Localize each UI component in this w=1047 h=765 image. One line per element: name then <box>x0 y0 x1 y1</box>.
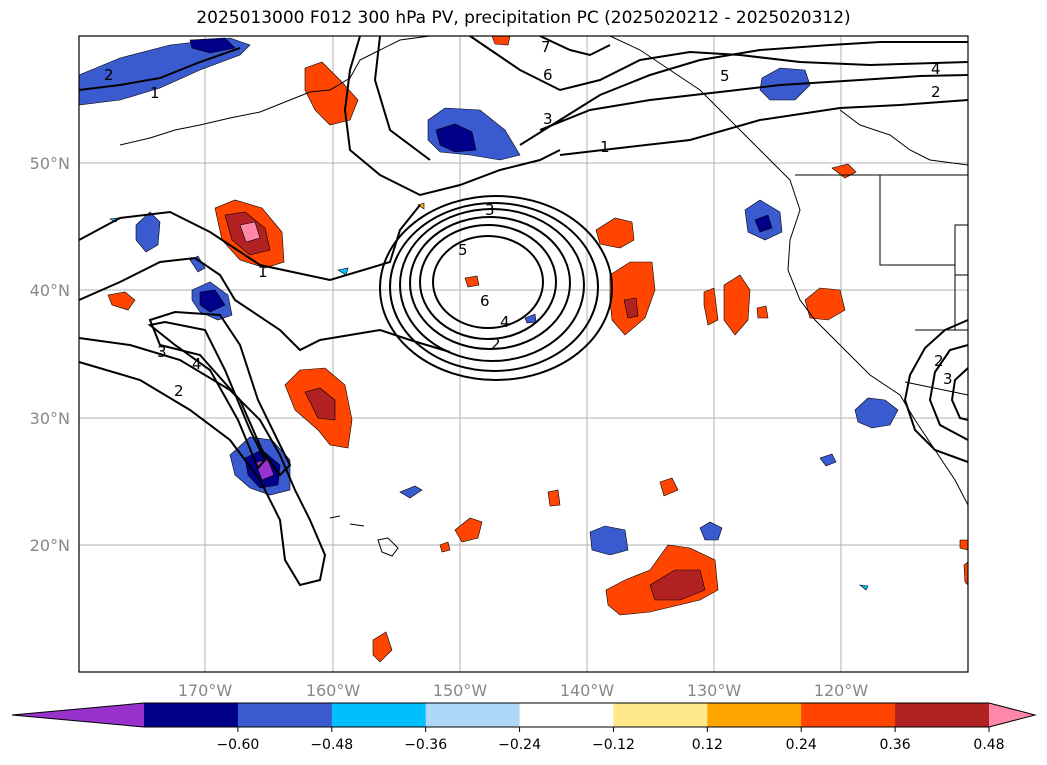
colorbar-outline <box>11 702 1037 728</box>
lon-label: 160°W <box>306 681 361 700</box>
colorbar-swatch <box>519 703 614 727</box>
contour-label: 2 <box>491 335 501 353</box>
colorbar-tick-label: −0.24 <box>498 737 541 753</box>
contour-label: 5 <box>720 67 730 85</box>
colorbar-swatch <box>613 703 708 727</box>
contour-label: 3 <box>485 201 495 219</box>
coastlines <box>119 35 969 557</box>
colorbar-tick-label: 0.36 <box>880 737 911 753</box>
precip-negative-shading <box>78 37 899 591</box>
colorbar-tick-label: −0.60 <box>216 737 259 753</box>
precip-positive-shading <box>107 35 969 663</box>
contour-label: 1 <box>600 138 610 156</box>
lat-label: 20°N <box>30 536 70 555</box>
map-title: 2025013000 F012 300 hPa PV, precipitatio… <box>196 8 851 28</box>
lon-label: 120°W <box>814 681 869 700</box>
lon-label: 140°W <box>560 681 615 700</box>
contour-label: 2 <box>104 66 114 84</box>
contour-label: 1 <box>258 263 268 281</box>
contour-label: 4 <box>500 313 510 331</box>
colorbar-extend-high <box>989 703 1035 727</box>
colorbar: −0.60 −0.48 −0.36 −0.24 −0.12 0.12 0.24 0.36 0.4… <box>11 702 1037 753</box>
colorbar-tick-label: −0.48 <box>310 737 353 753</box>
colorbar-extend-low <box>12 703 144 727</box>
lat-label: 40°N <box>30 281 70 300</box>
colorbar-tick-label: −0.36 <box>404 737 447 753</box>
contour-label: 2 <box>931 83 941 101</box>
contour-label: 6 <box>543 66 553 84</box>
colorbar-swatch <box>331 703 427 727</box>
contour-labels: 2 1 7 6 5 4 2 3 1 3 5 6 4 2 1 3 4 2 2 3 <box>104 38 953 400</box>
latitude-labels: 50°N 40°N 30°N 20°N <box>30 154 70 555</box>
colorbar-tick-label: 0.12 <box>692 737 723 753</box>
contour-label: 3 <box>543 110 553 128</box>
lon-label: 170°W <box>178 681 233 700</box>
contour-label: 2 <box>174 382 184 400</box>
contour-label: 4 <box>931 60 941 78</box>
colorbar-tick-label: 0.48 <box>973 737 1004 753</box>
colorbar-swatch <box>144 703 239 727</box>
plot-frame <box>78 35 969 673</box>
contour-label: 6 <box>480 292 490 310</box>
colorbar-swatch <box>425 703 521 727</box>
colorbar-tick-label: 0.24 <box>786 737 817 753</box>
plot-area: 2 1 7 6 5 4 2 3 1 3 5 6 4 2 1 3 4 2 2 3 <box>78 35 969 673</box>
contour-label: 7 <box>541 38 551 56</box>
contour-label: 3 <box>157 343 167 361</box>
colorbar-swatch <box>801 703 896 727</box>
contour-label: 5 <box>458 241 468 259</box>
contour-label: 1 <box>150 84 160 102</box>
lat-label: 50°N <box>30 154 70 173</box>
colorbar-swatch <box>707 703 802 727</box>
colorbar-swatch <box>895 703 990 727</box>
lat-label: 30°N <box>30 409 70 428</box>
contour-label: 3 <box>943 370 953 388</box>
colorbar-swatch <box>237 703 333 727</box>
lon-label: 150°W <box>433 681 488 700</box>
longitude-labels: 170°W 160°W 150°W 140°W 130°W 120°W <box>178 681 869 700</box>
lon-label: 130°W <box>687 681 742 700</box>
colorbar-tick-label: −0.12 <box>592 737 635 753</box>
gridlines <box>79 36 968 672</box>
contour-label: 4 <box>192 355 202 373</box>
pv-contours <box>78 35 969 587</box>
contour-label: 2 <box>934 352 944 370</box>
